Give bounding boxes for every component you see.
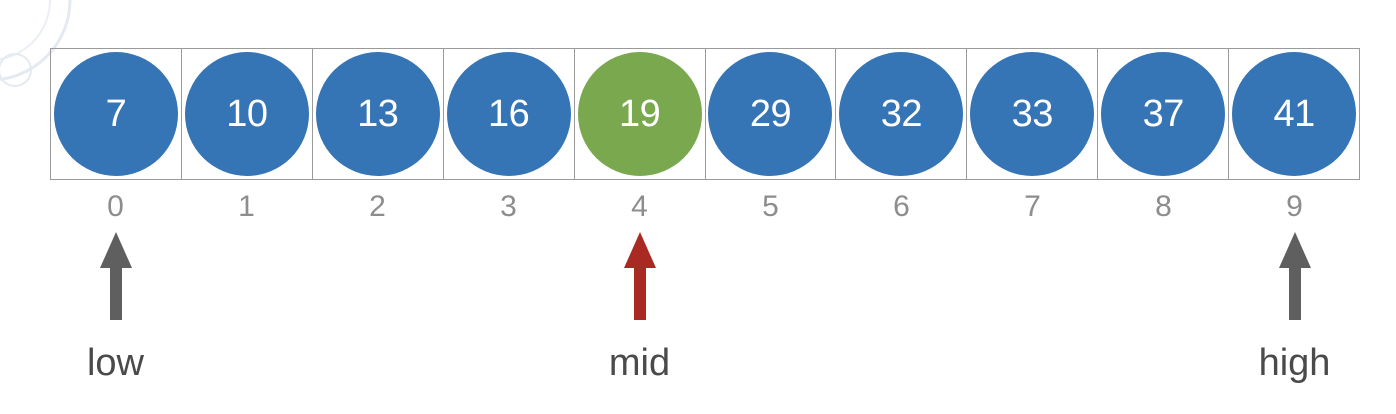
array-cell: 7: [51, 49, 182, 179]
array-cell: 32: [836, 49, 968, 179]
array-cell: 29: [706, 49, 837, 179]
array-index-label: 6: [893, 190, 910, 223]
array-index-label: 0: [107, 190, 124, 223]
array-element: 10: [184, 52, 309, 176]
array-element: 13: [315, 52, 440, 176]
up-arrow-icon: [1278, 232, 1311, 320]
array-element: 37: [1101, 52, 1226, 176]
index-row: 0 1 2 3 4 5 6 7 8 9: [50, 190, 1360, 224]
sorted-array: 7 10 13 16 19 29 32 33 37 41: [50, 48, 1360, 180]
array-element: 33: [970, 52, 1095, 176]
pointer-label: low: [86, 342, 145, 384]
pointer-low: low: [36, 232, 196, 384]
pointer-high: high: [1215, 232, 1375, 384]
array-index-label: 9: [1286, 190, 1303, 223]
array-element-mid: 19: [577, 52, 702, 176]
array-index-label: 8: [1155, 190, 1172, 223]
pointer-label: mid: [608, 342, 671, 384]
array-cell: 10: [182, 49, 313, 179]
array-element: 29: [708, 52, 833, 176]
array-cell: 41: [1229, 49, 1359, 179]
array-cell: 33: [967, 49, 1099, 179]
array-index-label: 3: [500, 190, 517, 223]
pointer-label: high: [1258, 342, 1331, 384]
array-cell: 16: [444, 49, 575, 179]
array-index-label: 1: [238, 190, 255, 223]
watermark-seal-icon: [0, 0, 72, 87]
up-arrow-icon: [623, 232, 656, 320]
up-arrow-icon: [99, 232, 132, 320]
array-element: 41: [1232, 52, 1357, 176]
array-index-label: 4: [631, 190, 648, 223]
array-element: 32: [839, 52, 964, 176]
array-index-label: 2: [369, 190, 386, 223]
array-cell: 19: [575, 49, 706, 179]
array-index-label: 5: [762, 190, 779, 223]
pointer-mid: mid: [560, 232, 720, 384]
array-index-label: 7: [1024, 190, 1041, 223]
array-cell: 37: [1098, 49, 1230, 179]
array-cell: 13: [313, 49, 444, 179]
array-element: 16: [446, 52, 571, 176]
array-element: 7: [53, 52, 178, 176]
